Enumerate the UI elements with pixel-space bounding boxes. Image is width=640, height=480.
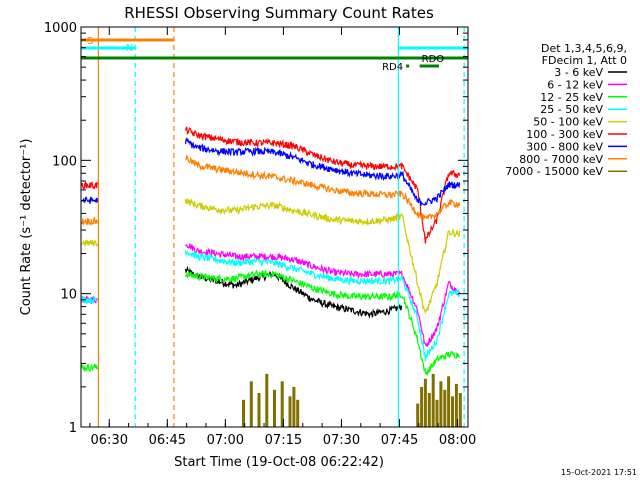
legend-label-3: 12 - 25 keV <box>540 91 603 104</box>
x-tick-label-2: 07:00 <box>207 433 244 448</box>
legend-label-1: 3 - 6 keV <box>554 66 603 79</box>
legend-label-7: 300 - 800 keV <box>526 140 603 153</box>
series-6-line <box>80 126 461 244</box>
series-9 <box>242 373 462 427</box>
x-tick-label-4: 07:30 <box>323 433 360 448</box>
chart-title: RHESSI Observing Summary Count Rates <box>124 4 434 22</box>
x-tick-label-5: 07:45 <box>381 433 418 448</box>
legend-label-8: 800 - 7000 keV <box>519 153 603 166</box>
legend-label-6: 100 - 300 keV <box>526 128 603 141</box>
x-tick-label-3: 07:15 <box>265 433 302 448</box>
x-tick-label-1: 06:45 <box>149 433 186 448</box>
legend-label-9: 7000 - 15000 keV <box>505 165 603 178</box>
y-axis-label: Count Rate (s⁻¹ detector⁻¹) <box>19 139 34 316</box>
y-tick-label-0: 1 <box>69 421 77 436</box>
legend: Det 1,3,4,5,6,9,FDecim 1, Att 03 - 6 keV… <box>505 42 627 178</box>
series-8-line <box>80 154 461 227</box>
x-axis-label: Start Time (19-Oct-08 06:22:42) <box>174 455 384 470</box>
series-4-line <box>80 250 461 362</box>
plot-overlay-group: S N RD4 RDO <box>81 27 468 427</box>
legend-label-4: 25 - 50 keV <box>540 103 603 116</box>
series-5 <box>80 198 461 315</box>
series-3 <box>80 269 461 376</box>
legend-header-1: FDecim 1, Att 0 <box>542 54 627 67</box>
x-tick-label-6: 08:00 <box>439 433 476 448</box>
flag-label-6: RDO <box>422 54 445 65</box>
footer-timestamp: 15-Oct-2021 17:51 <box>561 468 637 477</box>
plot-frame <box>80 26 469 428</box>
y-tick-label-1: 10 <box>60 288 77 303</box>
series-5-line <box>80 198 461 315</box>
flag-label-2: N <box>126 43 133 54</box>
series-4 <box>80 250 461 362</box>
legend-header-0: Det 1,3,4,5,6,9, <box>541 42 627 55</box>
legend-label-2: 6 - 12 keV <box>547 78 603 91</box>
y-tick-label-2: 100 <box>52 154 77 169</box>
flag-label-5: RD4 <box>382 62 403 73</box>
series-6 <box>80 126 461 244</box>
y-tick-label-3: 1000 <box>44 21 77 36</box>
x-tick-label-0: 06:30 <box>91 433 128 448</box>
series-3-line <box>80 269 461 376</box>
legend-label-5: 50 - 100 keV <box>533 116 603 129</box>
flag-label-1: S <box>87 36 93 47</box>
axes-group: 06:30 06:45 07:00 07:15 07:30 07:45 08:00 1 10 10… <box>44 21 476 448</box>
series-8 <box>80 154 461 227</box>
